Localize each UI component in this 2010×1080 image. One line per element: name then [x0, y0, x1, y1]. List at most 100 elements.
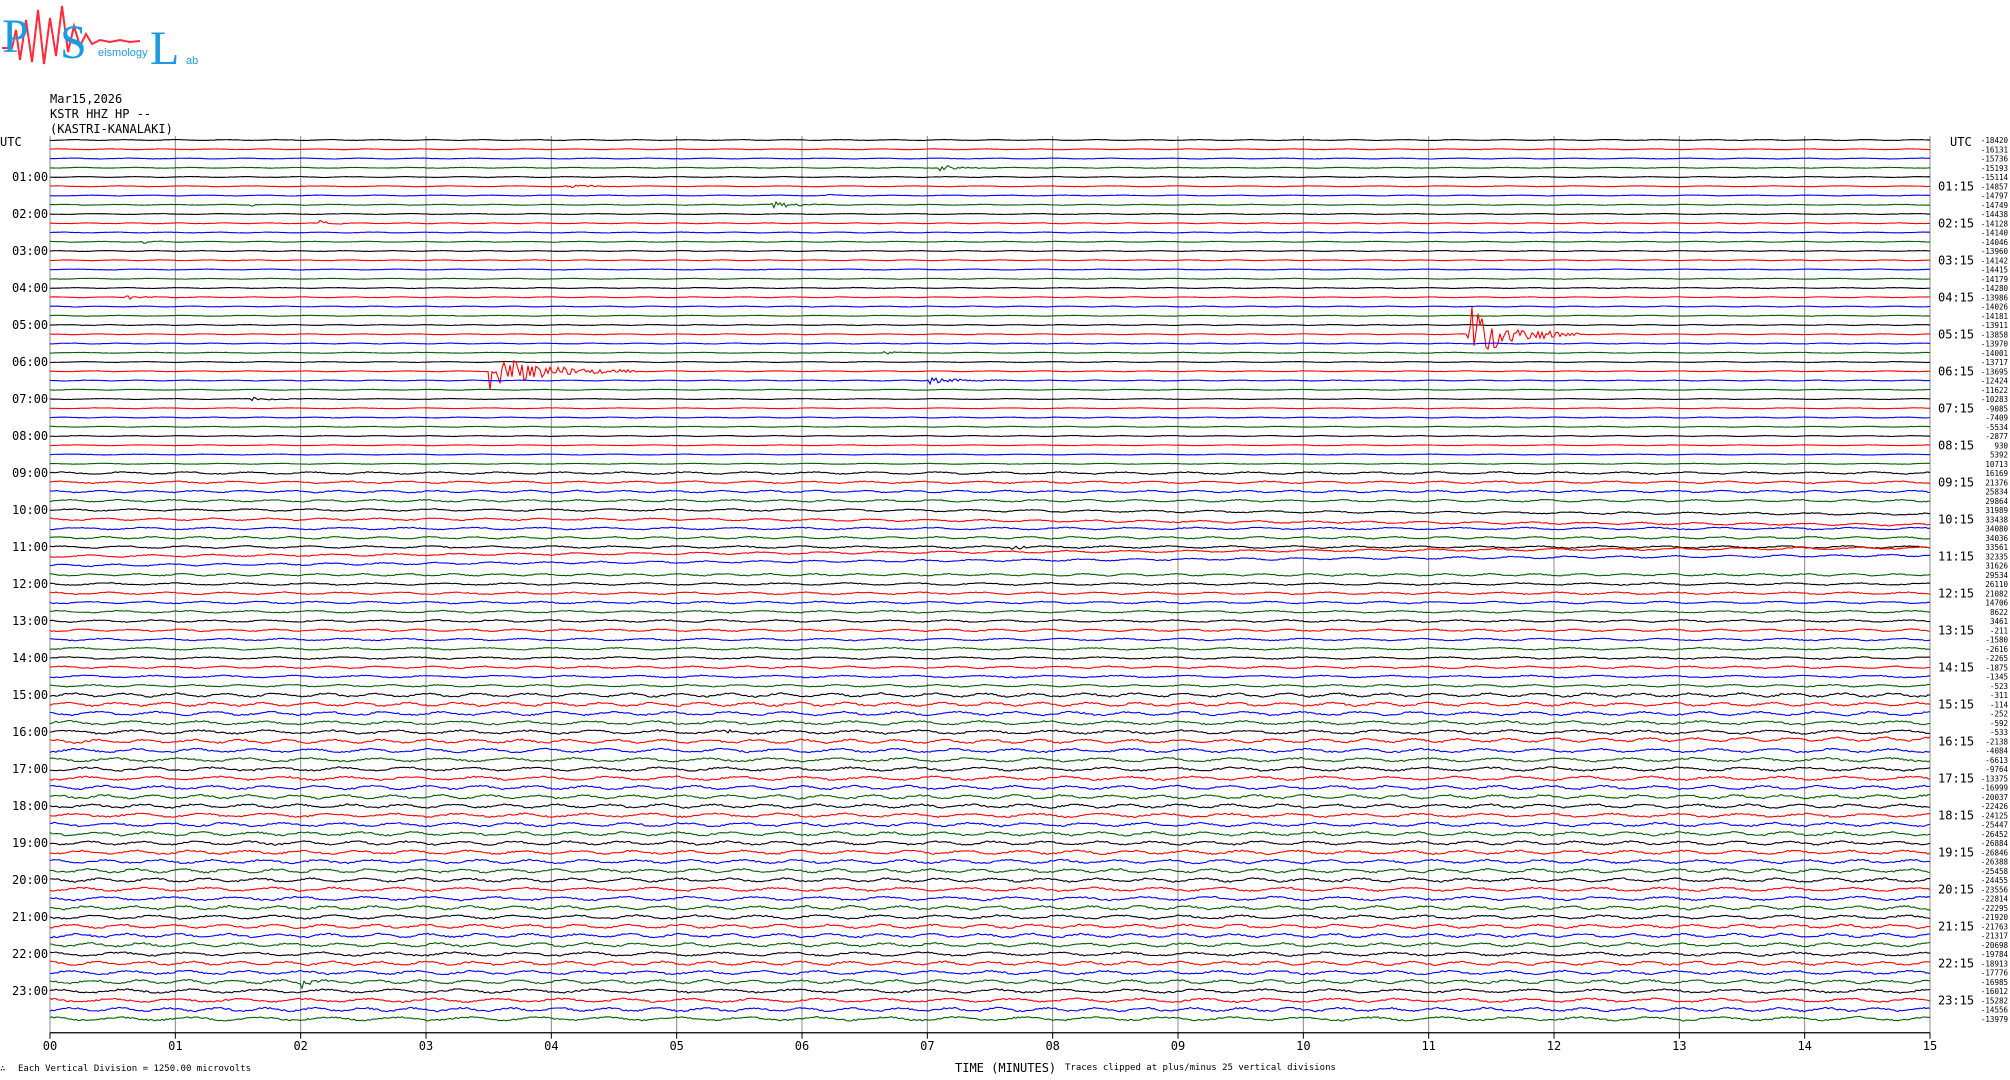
left-hour-label: 10:00	[12, 503, 48, 517]
trace-offset-label: -14280	[1981, 284, 2009, 293]
trace-offset-label: -5534	[1985, 423, 2008, 432]
trace-line	[49, 803, 1931, 809]
trace-offset-label: -14438	[1981, 210, 2009, 219]
trace-offset-label: -2138	[1985, 737, 2008, 746]
logo-small-text-2: ab	[186, 55, 198, 67]
trace-offset-label: -7409	[1985, 414, 2008, 423]
trace-offset-label: 34036	[1985, 534, 2008, 543]
trace-offset-label: -4084	[1985, 747, 2008, 756]
trace-offset-label: 10713	[1985, 460, 2008, 469]
trace-line	[49, 546, 1931, 558]
header-location: (KASTRI-KANALAKI)	[50, 122, 173, 136]
trace-line	[49, 388, 1931, 391]
trace-line	[49, 306, 1931, 351]
trace-offset-label: -14142	[1981, 256, 2008, 265]
trace-offset-label: 3461	[1990, 617, 2008, 626]
x-tick-label: 09	[1171, 1039, 1185, 1053]
trace-line	[49, 193, 1931, 197]
left-hour-label: 11:00	[12, 540, 48, 554]
trace-line	[49, 553, 1931, 568]
trace-line	[49, 821, 1931, 828]
trace-offset-label: -16012	[1981, 987, 2008, 996]
trace-offset-label: 29864	[1985, 497, 2008, 506]
logo-letter-l: L	[150, 22, 179, 72]
trace-line	[49, 407, 1931, 410]
trace-line	[49, 756, 1931, 763]
trace-offset-label: -13911	[1981, 321, 2008, 330]
trace-offset-label: 930	[1994, 441, 2008, 450]
trace-offset-label: -20698	[1981, 941, 2009, 950]
trace-line	[49, 157, 1931, 160]
trace-offset-label: -15282	[1981, 996, 2008, 1005]
trace-line	[49, 692, 1931, 698]
trace-offset-label: 31989	[1985, 506, 2008, 515]
trace-offset-label: -311	[1990, 691, 2008, 700]
psl-logo: P S L eismology ab	[2, 5, 198, 72]
trace-offset-label: -1345	[1985, 673, 2008, 682]
trace-offset-label: -26452	[1981, 830, 2008, 839]
clip-note: Traces clipped at plus/minus 25 vertical…	[1065, 1063, 1336, 1073]
trace-line	[49, 600, 1931, 605]
trace-offset-label: -13858	[1981, 330, 2009, 339]
trace-offset-label: -114	[1990, 700, 2009, 709]
trace-offset-label: -15193	[1981, 164, 2008, 173]
trace-offset-label: -16985	[1981, 978, 2008, 987]
trace-line	[49, 517, 1931, 527]
left-hour-label: 13:00	[12, 614, 48, 628]
trace-line	[49, 637, 1931, 642]
left-hour-label: 09:00	[12, 466, 48, 480]
x-tick-label: 03	[419, 1039, 433, 1053]
trace-line	[49, 978, 1931, 990]
trace-line	[49, 840, 1931, 846]
trace-offset-label: -10283	[1981, 395, 2008, 404]
trace-offset-label: -15114	[1981, 173, 2009, 182]
trace-line	[49, 359, 1931, 391]
trace-line	[49, 858, 1931, 865]
logo-waveform	[2, 5, 141, 65]
right-hour-label: 01:15	[1938, 179, 1974, 193]
left-hour-label: 17:00	[12, 762, 48, 776]
trace-line	[49, 175, 1931, 179]
trace-line	[49, 184, 1931, 189]
trace-offset-label: -2616	[1985, 645, 2008, 654]
trace-line	[49, 376, 1931, 386]
trace-offset-label: -25458	[1981, 867, 2009, 876]
right-hour-label: 17:15	[1938, 771, 1974, 785]
trace-offset-label: -23556	[1981, 885, 2009, 894]
x-tick-label: 04	[544, 1039, 558, 1053]
right-hour-label: 13:15	[1938, 623, 1974, 637]
x-tick-label: 00	[43, 1039, 57, 1053]
trace-offset-label: -16131	[1981, 145, 2008, 154]
trace-line	[50, 295, 1931, 300]
trace-offset-label: -25447	[1981, 821, 2008, 830]
trace-offset-label: -1580	[1985, 636, 2008, 645]
trace-line	[49, 867, 1931, 874]
logo-letter-p: P	[2, 10, 29, 63]
right-hour-label: 07:15	[1938, 401, 1974, 415]
right-hour-label: 11:15	[1938, 549, 1974, 563]
trace-line	[49, 775, 1931, 782]
left-hour-label: 19:00	[12, 836, 48, 850]
trace-line	[49, 138, 1931, 142]
trace-offset-label: -19784	[1981, 950, 2009, 959]
left-hour-label: 18:00	[12, 799, 48, 813]
trace-line	[49, 683, 1931, 688]
trace-line	[49, 305, 1931, 308]
trace-offset-label: -24455	[1981, 876, 2008, 885]
trace-line	[49, 719, 1931, 726]
trace-offset-label: -9085	[1985, 404, 2008, 413]
trace-offset-label: -11622	[1981, 386, 2008, 395]
trace-line	[49, 904, 1931, 911]
x-tick-label: 11	[1421, 1039, 1435, 1053]
trace-offset-label: 21082	[1985, 589, 2008, 598]
trace-offset-label: -15736	[1981, 155, 2009, 164]
trace-line	[49, 766, 1931, 772]
left-hour-label: 16:00	[12, 725, 48, 739]
trace-offset-label: -22295	[1981, 904, 2008, 913]
trace-offset-label: -12424	[1981, 377, 2009, 386]
trace-offset-label: -22814	[1981, 895, 2009, 904]
trace-line	[49, 200, 1931, 209]
trace-offset-label: -13960	[1981, 247, 2009, 256]
trace-line	[49, 747, 1931, 754]
trace-line	[49, 849, 1931, 855]
